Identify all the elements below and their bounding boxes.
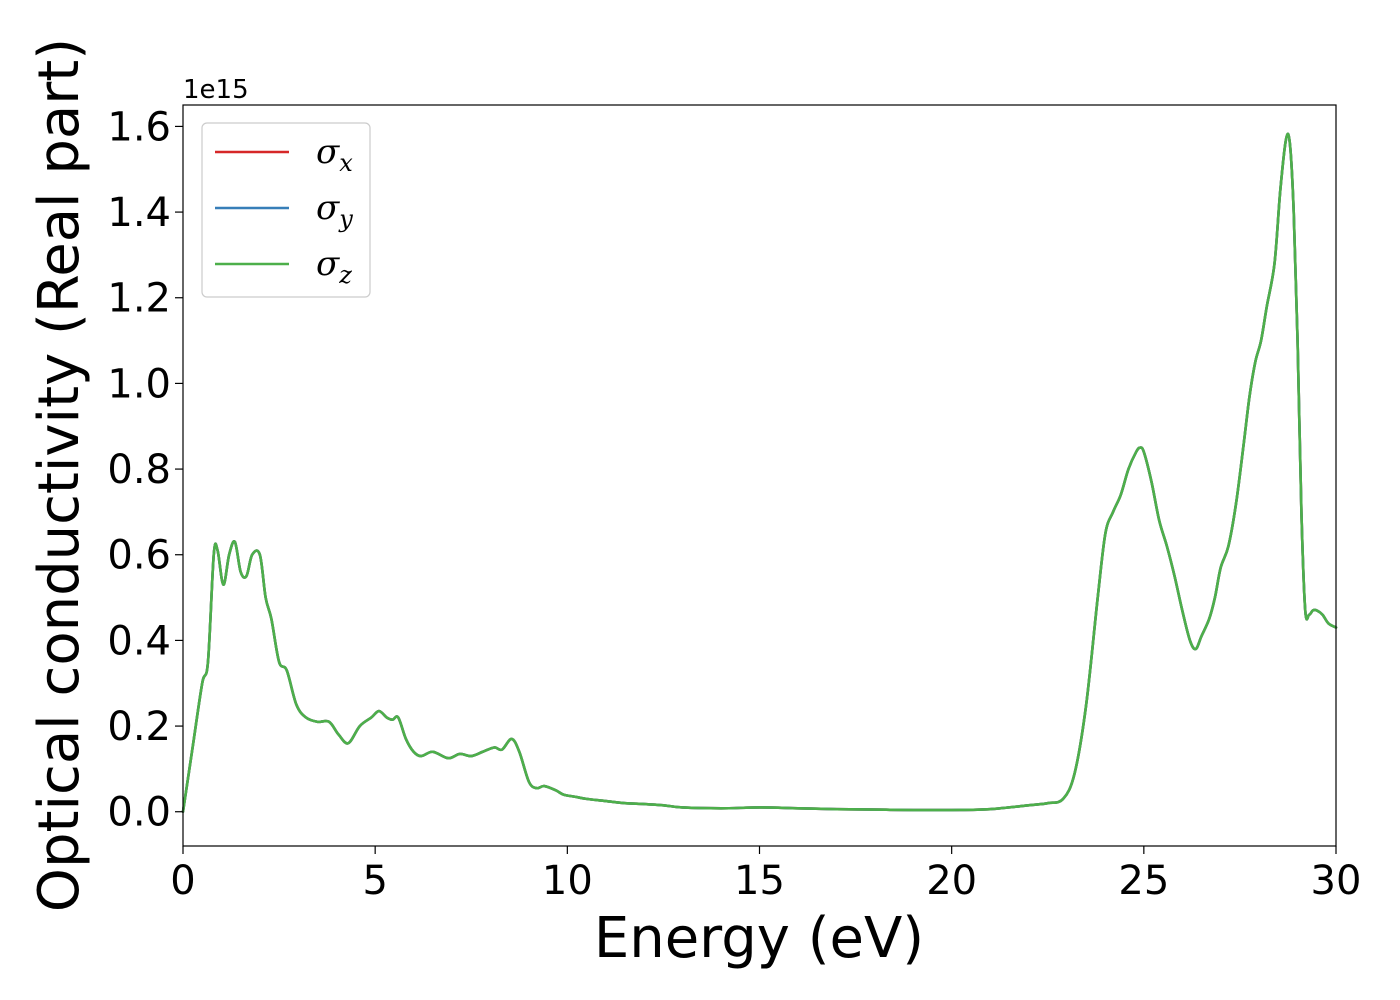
x-tick-label: 25 — [1118, 858, 1169, 904]
series-line-sigma-z — [181, 132, 1338, 814]
x-axis-label: Energy (eV) — [594, 906, 924, 971]
y-axis-ticks: 0.0 0.2 0.4 0.6 0.8 1.0 1.2 1.4 1.6 — [107, 104, 183, 836]
x-tick-label: 0 — [170, 858, 195, 904]
x-tick-label: 15 — [734, 858, 785, 904]
y-offset-label: 1e15 — [183, 75, 249, 105]
y-tick-label: 1.4 — [107, 190, 171, 236]
x-tick-label: 20 — [926, 858, 977, 904]
y-tick-label: 1.2 — [107, 276, 171, 322]
y-tick-label: 1.6 — [107, 104, 171, 150]
series-layer — [181, 132, 1338, 814]
y-tick-label: 0.0 — [107, 790, 171, 836]
y-axis-label: Optical conductivity (Real part) — [27, 38, 92, 912]
y-tick-label: 0.2 — [107, 704, 171, 750]
plot-area — [181, 104, 1338, 847]
y-tick-label: 1.0 — [107, 361, 171, 407]
y-tick-label: 0.4 — [107, 618, 171, 664]
x-tick-label: 30 — [1311, 858, 1362, 904]
y-tick-label: 0.6 — [107, 533, 171, 579]
x-tick-label: 5 — [362, 858, 387, 904]
x-tick-label: 10 — [542, 858, 593, 904]
legend-box — [201, 122, 371, 298]
x-axis-ticks: 0 5 10 15 20 25 30 — [170, 846, 1361, 904]
y-tick-label: 0.8 — [107, 447, 171, 493]
legend-label-sigma-x: σx — [316, 132, 353, 177]
